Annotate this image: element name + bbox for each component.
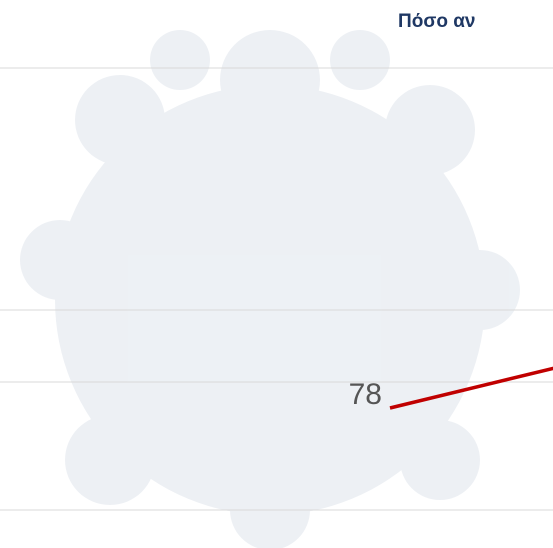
chart-title: Πόσο αν (398, 11, 475, 32)
line (389, 366, 553, 410)
background-virus (20, 30, 520, 548)
data-label: 78 (349, 378, 382, 411)
